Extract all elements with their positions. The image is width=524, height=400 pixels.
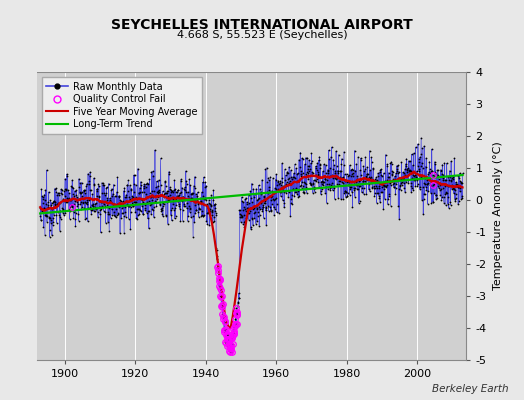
Legend: Raw Monthly Data, Quality Control Fail, Five Year Moving Average, Long-Term Tren: Raw Monthly Data, Quality Control Fail, …	[41, 77, 202, 134]
Text: 4.668 S, 55.523 E (Seychelles): 4.668 S, 55.523 E (Seychelles)	[177, 30, 347, 40]
Y-axis label: Temperature Anomaly (°C): Temperature Anomaly (°C)	[494, 142, 504, 290]
Text: Berkeley Earth: Berkeley Earth	[432, 384, 508, 394]
Text: SEYCHELLES INTERNATIONAL AIRPORT: SEYCHELLES INTERNATIONAL AIRPORT	[111, 18, 413, 32]
